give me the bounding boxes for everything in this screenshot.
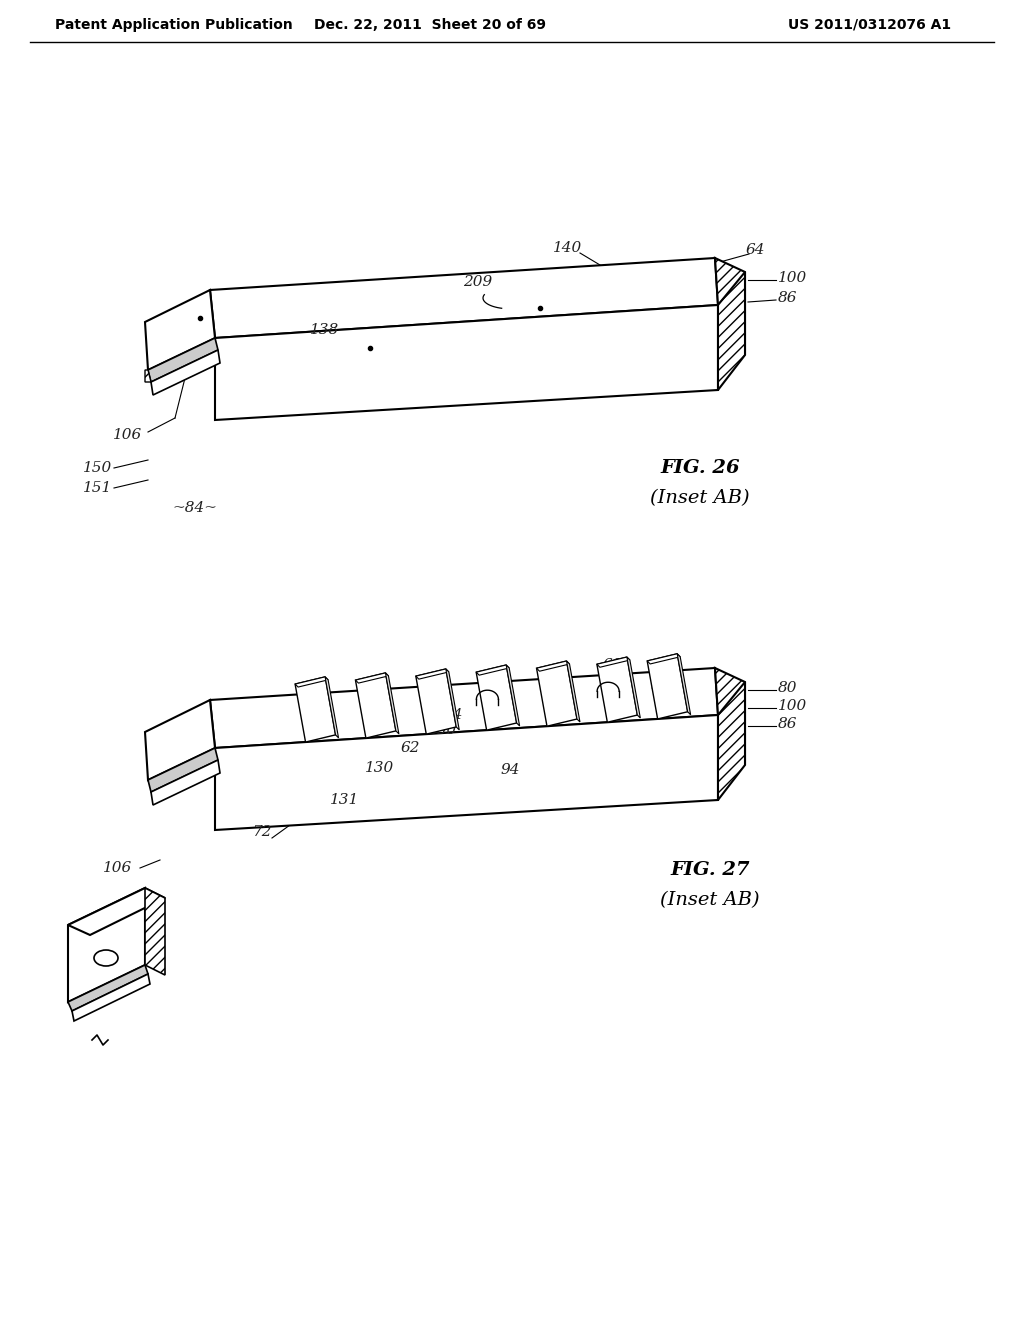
Polygon shape [445, 669, 459, 730]
Polygon shape [145, 700, 215, 780]
Polygon shape [715, 668, 745, 766]
Text: 130: 130 [366, 762, 394, 775]
Text: Dec. 22, 2011  Sheet 20 of 69: Dec. 22, 2011 Sheet 20 of 69 [314, 18, 546, 32]
Polygon shape [325, 677, 339, 738]
Polygon shape [215, 715, 718, 830]
Text: 94: 94 [501, 763, 520, 777]
Polygon shape [210, 668, 718, 748]
Polygon shape [537, 661, 577, 726]
Text: 150: 150 [83, 461, 112, 475]
Text: (Inset AB): (Inset AB) [660, 891, 760, 909]
Text: 106: 106 [114, 428, 142, 442]
Polygon shape [718, 272, 745, 389]
Polygon shape [68, 888, 165, 935]
Polygon shape [627, 657, 640, 718]
Polygon shape [476, 665, 517, 730]
Text: 209: 209 [464, 275, 493, 289]
Ellipse shape [94, 950, 118, 966]
Polygon shape [145, 888, 165, 975]
Polygon shape [355, 673, 388, 684]
Text: 100: 100 [778, 700, 807, 713]
Text: 138: 138 [310, 323, 340, 337]
Text: 62: 62 [400, 741, 420, 755]
Polygon shape [72, 974, 150, 1020]
Polygon shape [68, 965, 148, 1011]
Polygon shape [597, 657, 637, 722]
Text: 131: 131 [331, 793, 359, 807]
Polygon shape [215, 305, 718, 420]
Text: 86: 86 [778, 717, 798, 731]
Polygon shape [295, 677, 328, 686]
Text: ~84~: ~84~ [172, 502, 217, 515]
Polygon shape [145, 370, 151, 381]
Text: 60: 60 [602, 657, 622, 672]
Polygon shape [715, 257, 745, 355]
Polygon shape [647, 653, 680, 664]
Polygon shape [416, 669, 449, 678]
Text: 140: 140 [553, 242, 583, 255]
Text: Patent Application Publication: Patent Application Publication [55, 18, 293, 32]
Polygon shape [597, 657, 630, 668]
Text: 80: 80 [778, 681, 798, 696]
Polygon shape [537, 661, 569, 671]
Polygon shape [151, 760, 220, 805]
Polygon shape [647, 653, 688, 719]
Polygon shape [68, 888, 145, 1002]
Text: (Inset AB): (Inset AB) [650, 488, 750, 507]
Text: US 2011/0312076 A1: US 2011/0312076 A1 [788, 18, 951, 32]
Text: 130: 130 [428, 723, 458, 737]
Text: ~84~: ~84~ [108, 906, 153, 919]
Text: 74: 74 [443, 708, 463, 722]
Text: FIG. 26: FIG. 26 [660, 459, 739, 477]
Polygon shape [476, 665, 509, 675]
Polygon shape [677, 653, 690, 714]
Polygon shape [148, 748, 218, 792]
Polygon shape [385, 673, 399, 734]
Polygon shape [145, 290, 215, 370]
Text: 106: 106 [103, 861, 133, 875]
Text: FIG. 27: FIG. 27 [670, 861, 750, 879]
Text: 151: 151 [83, 480, 112, 495]
Polygon shape [210, 257, 718, 338]
Polygon shape [718, 682, 745, 800]
Text: 64: 64 [745, 243, 765, 257]
Text: 100: 100 [778, 271, 807, 285]
Polygon shape [295, 677, 336, 742]
Polygon shape [416, 669, 457, 734]
Polygon shape [148, 338, 218, 381]
Polygon shape [355, 673, 396, 738]
Polygon shape [506, 665, 519, 726]
Polygon shape [566, 661, 580, 722]
Text: 94: 94 [650, 678, 670, 692]
Text: 86: 86 [778, 290, 798, 305]
Text: 72: 72 [252, 825, 271, 840]
Polygon shape [151, 350, 220, 395]
